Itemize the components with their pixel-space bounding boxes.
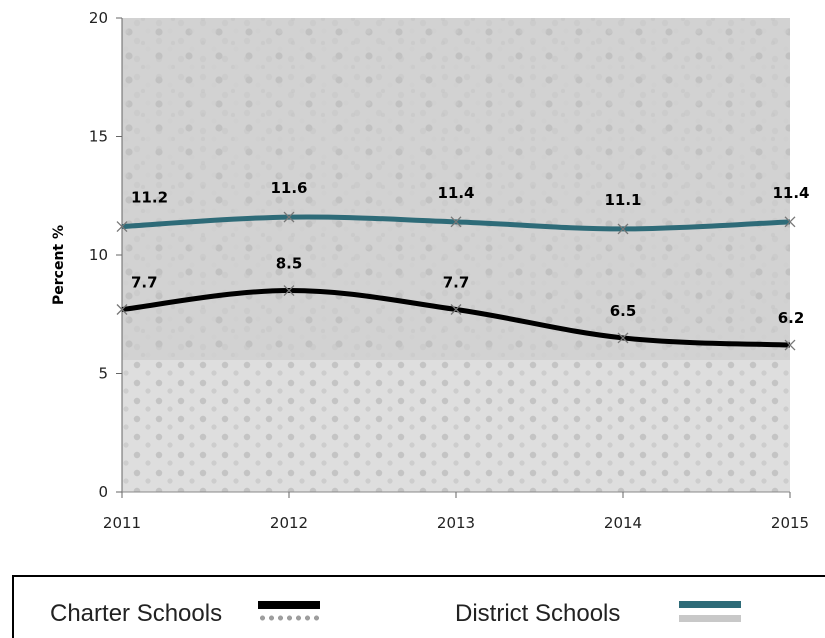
data-point-district-schools (617, 223, 629, 235)
y-tick-label: 20 (89, 9, 108, 27)
data-point-charter-schools (283, 285, 295, 297)
x-tick-label: 2011 (103, 514, 141, 532)
data-point-charter-schools (784, 339, 796, 351)
x-tick-label: 2012 (270, 514, 308, 532)
y-tick-label: 10 (89, 246, 108, 264)
legend-label-charter-schools: Charter Schools (50, 600, 223, 627)
data-point-charter-schools (617, 332, 629, 344)
data-label-district-schools: 11.4 (772, 184, 809, 202)
x-tick-label: 2015 (771, 514, 809, 532)
legend-swatch-charter-schools (258, 601, 320, 623)
data-point-district-schools (784, 216, 796, 228)
chart-legend: Charter Schools District Schools (12, 575, 825, 638)
data-point-district-schools (450, 216, 462, 228)
data-label-district-schools: 11.2 (131, 189, 168, 207)
data-label-charter-schools: 7.7 (443, 274, 470, 292)
y-tick-label: 0 (98, 483, 108, 501)
legend-swatch-district-schools (679, 601, 741, 623)
data-point-charter-schools (116, 304, 128, 315)
y-tick-label: 5 (98, 365, 108, 383)
line-chart: 0 5 10 15 20 2011 2012 2013 2014 2015 Percent % 7.… (51, 9, 810, 532)
data-label-charter-schools: 6.5 (610, 302, 637, 320)
data-point-charter-schools (450, 304, 462, 315)
x-tick-label: 2013 (437, 514, 475, 532)
data-label-district-schools: 11.1 (604, 191, 641, 209)
data-label-charter-schools: 8.5 (276, 255, 303, 273)
data-point-district-schools (116, 221, 128, 233)
x-tick-label: 2014 (604, 514, 642, 532)
legend-label-district-schools: District Schools (455, 600, 621, 627)
axes: 0 5 10 15 20 2011 2012 2013 2014 2015 Percent % (51, 9, 809, 532)
data-point-district-schools (283, 211, 295, 223)
y-axis-label: Percent % (51, 225, 67, 305)
series-layer: 7.7 8.5 7.7 6.5 6.2 11.2 11.6 11.4 11.1 11.4 (116, 179, 810, 351)
data-label-charter-schools: 6.2 (778, 309, 805, 327)
data-label-charter-schools: 7.7 (131, 274, 158, 292)
data-label-district-schools: 11.4 (437, 184, 474, 202)
plot-background-texture (122, 18, 790, 492)
y-tick-label: 15 (89, 128, 108, 146)
data-label-district-schools: 11.6 (270, 179, 307, 197)
